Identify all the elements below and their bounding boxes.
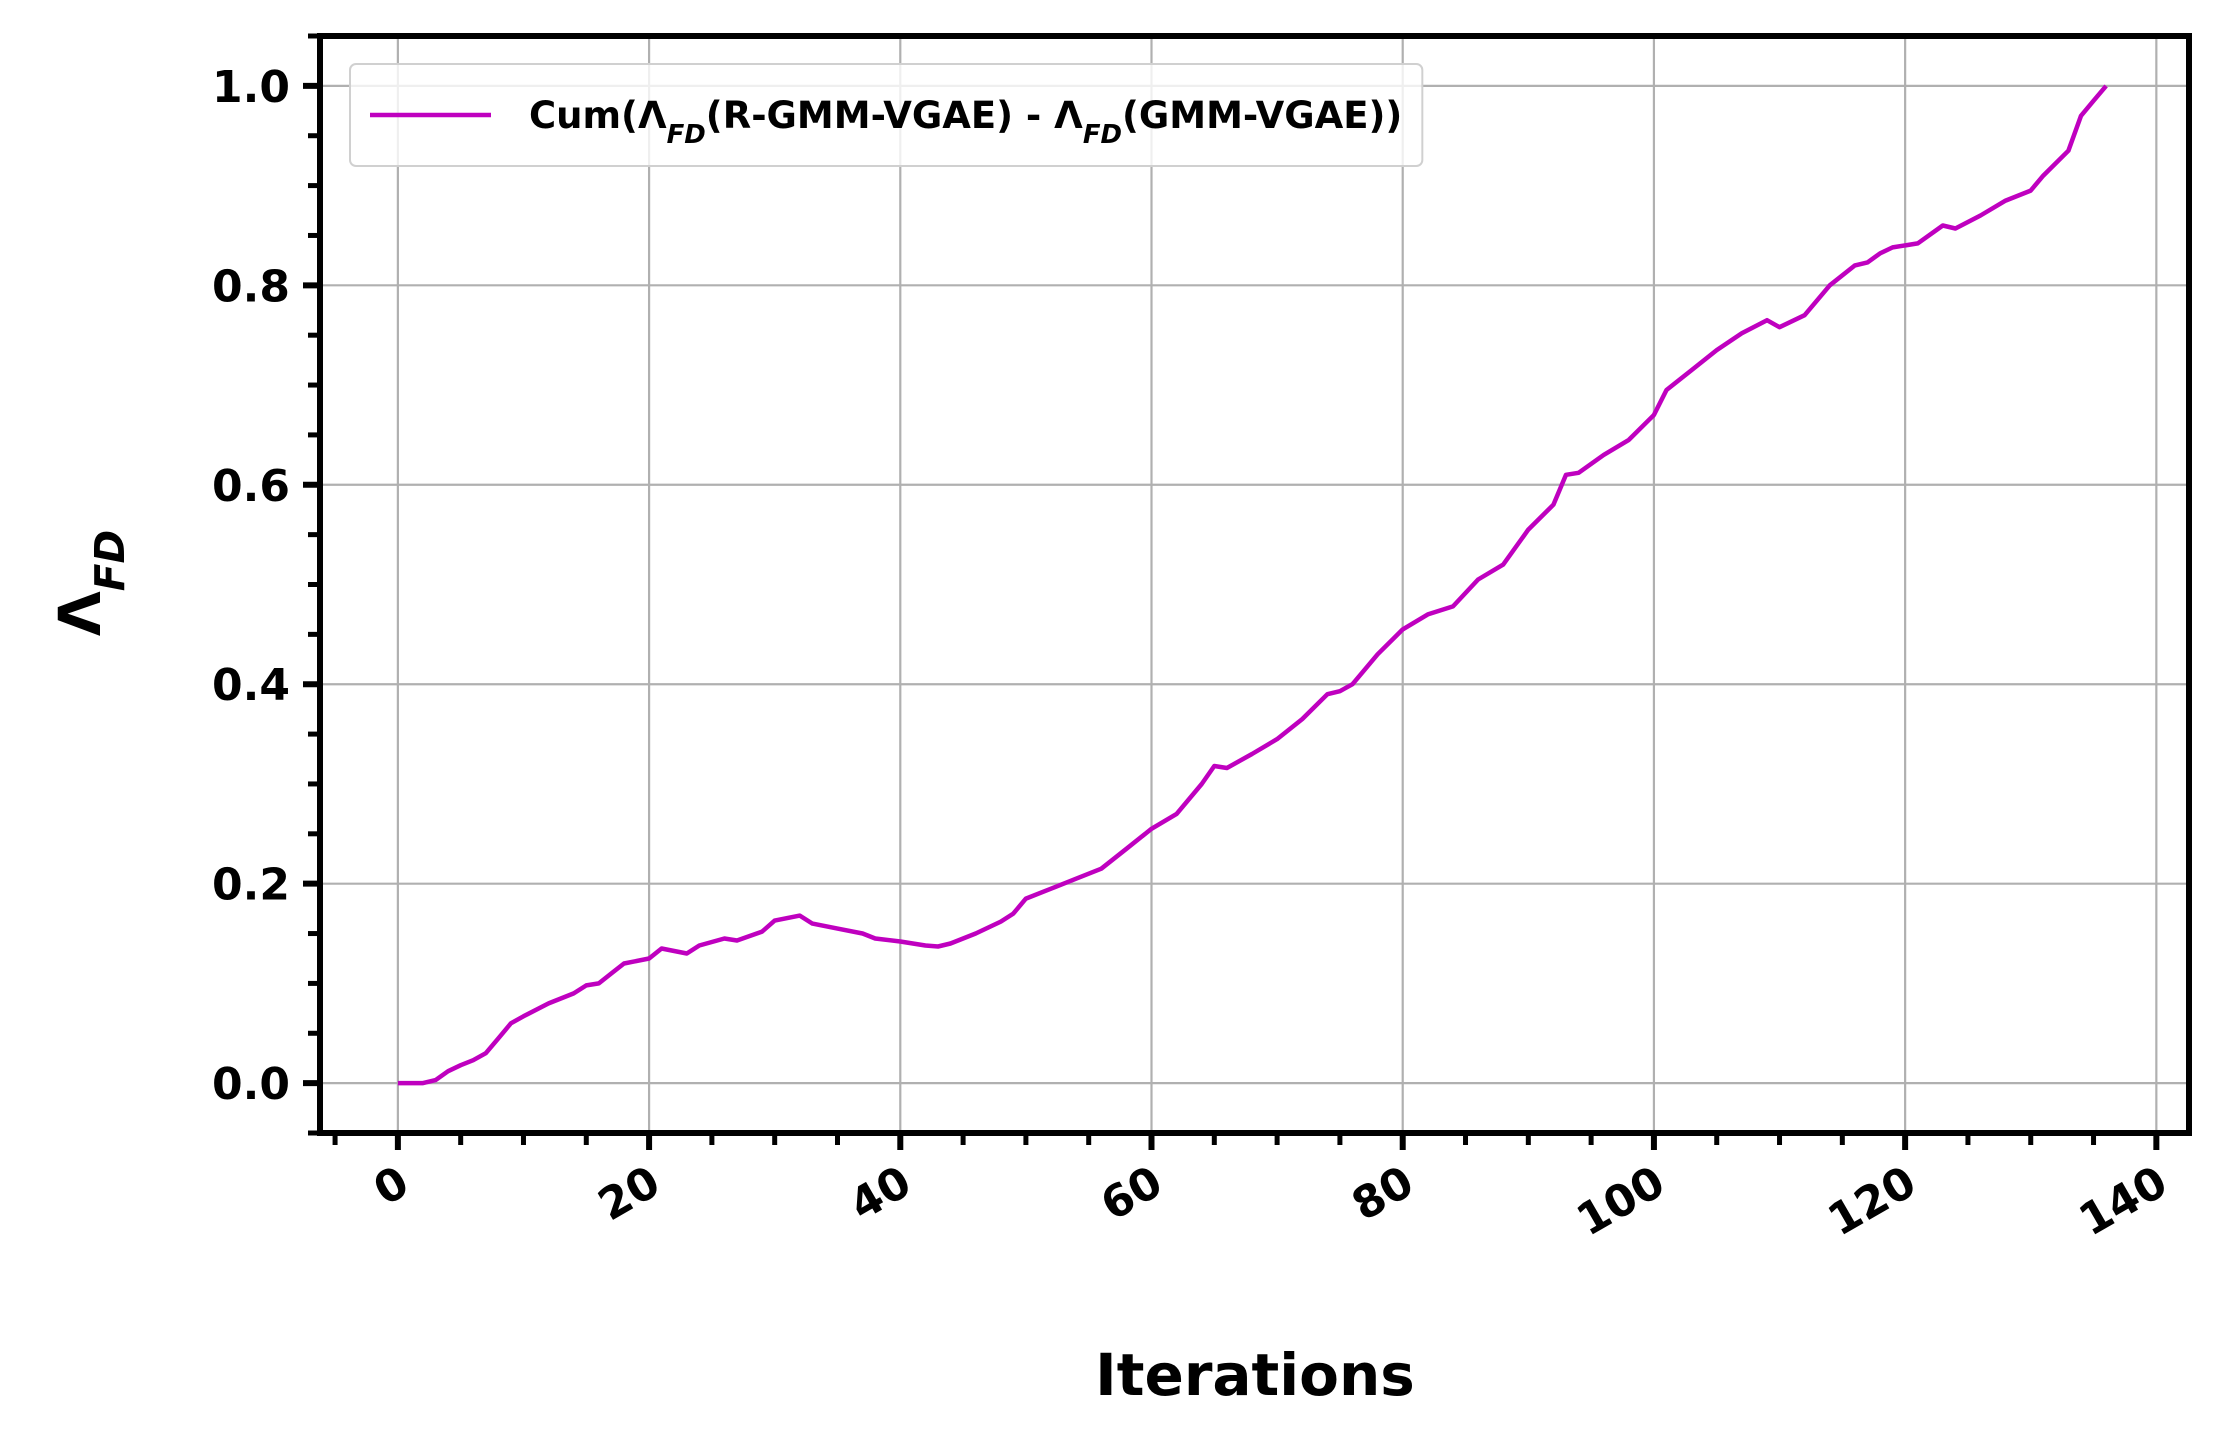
y-tick-label: 1.0 <box>212 62 290 113</box>
x-tick-label: 20 <box>590 1156 669 1231</box>
y-tick-label: 0.0 <box>212 1059 290 1110</box>
y-tick-label: 0.2 <box>212 860 290 911</box>
y-tick-label: 0.8 <box>212 261 290 312</box>
x-tick-label: 80 <box>1344 1156 1423 1231</box>
x-tick-label: 0 <box>365 1156 417 1215</box>
legend: Cum(ΛFD(R-GMM-VGAE) - ΛFD(GMM-VGAE)) <box>349 63 1424 167</box>
x-tick-label: 140 <box>2071 1156 2176 1246</box>
legend-box <box>349 63 1424 167</box>
x-tick-label: 40 <box>841 1156 920 1231</box>
y-axis-label: ΛFD <box>46 530 134 636</box>
y-tick-label: 0.6 <box>212 461 290 512</box>
data-line <box>397 84 2108 1086</box>
x-tick-label: 100 <box>1568 1156 1673 1246</box>
plot-frame <box>317 33 2192 1136</box>
y-tick-label: 0.4 <box>212 660 290 711</box>
x-axis-label: Iterations <box>1095 1341 1415 1409</box>
x-tick-label: 120 <box>1820 1156 1925 1246</box>
x-tick-label: 60 <box>1092 1156 1171 1231</box>
